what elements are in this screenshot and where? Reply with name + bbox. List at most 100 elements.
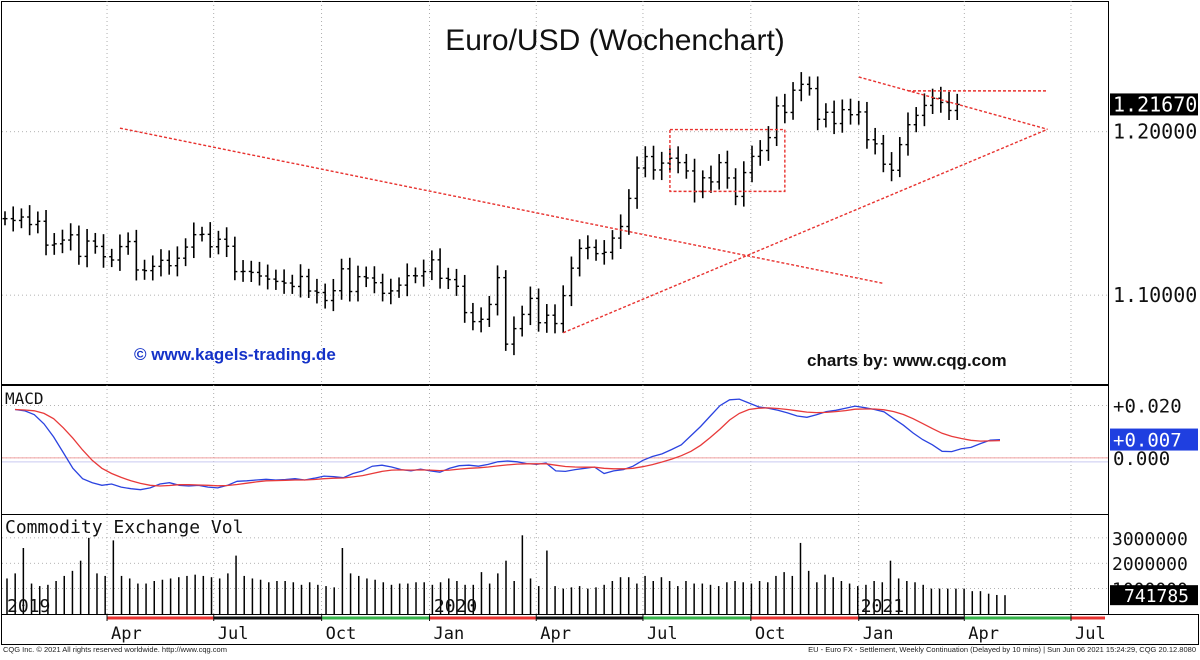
price-bar bbox=[339, 258, 345, 300]
volume-bars: 2019 2020 2021 bbox=[6, 535, 1006, 617]
price-bar bbox=[634, 156, 640, 209]
macd-title: MACD bbox=[5, 389, 44, 408]
price-bar bbox=[314, 278, 320, 304]
price-bar bbox=[601, 240, 607, 265]
price-bar bbox=[946, 91, 952, 121]
price-bar bbox=[716, 154, 722, 190]
panel-frames bbox=[1, 1, 1199, 645]
price-bar bbox=[905, 112, 911, 156]
month-label: Jan bbox=[863, 624, 894, 644]
price-bar bbox=[511, 316, 517, 356]
price-bar bbox=[749, 145, 755, 183]
price-bar bbox=[453, 268, 459, 296]
price-bar bbox=[306, 268, 312, 298]
volume-last-badge bbox=[1110, 585, 1198, 606]
price-bar bbox=[27, 205, 33, 236]
price-bar bbox=[199, 226, 205, 242]
year-label: 2019 bbox=[7, 596, 50, 617]
price-bar bbox=[248, 260, 254, 282]
macd-last-label: +0.007 bbox=[1113, 430, 1182, 452]
price-bar bbox=[256, 261, 262, 286]
price-bar bbox=[831, 100, 837, 135]
price-bar bbox=[470, 302, 476, 331]
price-bar bbox=[642, 146, 648, 178]
price-bar bbox=[117, 234, 123, 271]
price-bar bbox=[43, 210, 49, 256]
price-bar bbox=[700, 170, 706, 199]
price-bar bbox=[708, 165, 714, 193]
macd-line bbox=[14, 398, 1001, 491]
volume-axis: 300000020000001000000741785 bbox=[1110, 529, 1198, 607]
price-bar bbox=[560, 285, 566, 333]
price-bar bbox=[921, 93, 927, 127]
chart-title: Euro/USD (Wochenchart) bbox=[445, 24, 785, 57]
price-bar bbox=[536, 288, 542, 332]
last-price-label: 1.21670 bbox=[1113, 92, 1197, 116]
price-bar bbox=[478, 307, 484, 333]
price-tick-label: 1.10000 bbox=[1113, 283, 1197, 307]
price-bar bbox=[273, 269, 279, 290]
footer-left: CQG Inc. © 2021 All rights reserved worl… bbox=[3, 645, 227, 654]
price-bar bbox=[568, 256, 574, 307]
price-bar bbox=[683, 153, 689, 179]
price-bar bbox=[412, 267, 418, 284]
price-bar bbox=[880, 134, 886, 173]
price-bar bbox=[675, 146, 681, 174]
price-bar bbox=[618, 214, 624, 249]
price-bar bbox=[232, 236, 238, 281]
price-bar bbox=[823, 103, 829, 128]
price-bar bbox=[347, 257, 353, 302]
price-bar bbox=[692, 158, 698, 203]
price-bar bbox=[183, 238, 189, 267]
price-bar bbox=[298, 264, 304, 298]
price-bar bbox=[84, 228, 90, 268]
price-bar bbox=[18, 208, 24, 229]
price-bar bbox=[322, 283, 328, 309]
price-bar bbox=[109, 248, 115, 268]
macd-axis: +0.020 0.000+0.007 bbox=[1110, 396, 1198, 470]
price-bar bbox=[142, 259, 148, 280]
month-label: Jul bbox=[1075, 624, 1106, 644]
price-bar bbox=[388, 278, 394, 305]
macd-last-badge bbox=[1110, 428, 1198, 451]
price-bar bbox=[782, 93, 788, 124]
price-bar bbox=[765, 126, 771, 161]
month-label: Jul bbox=[647, 624, 678, 644]
price-bar bbox=[798, 72, 804, 102]
price-bar bbox=[150, 255, 156, 281]
watermark-left: © www.kagels-trading.de bbox=[134, 345, 336, 364]
price-bar bbox=[224, 227, 230, 258]
price-panel-frame bbox=[1, 1, 1109, 385]
price-bar bbox=[133, 229, 139, 281]
price-bar bbox=[527, 286, 533, 326]
price-bar bbox=[437, 248, 443, 289]
price-bar bbox=[544, 304, 550, 333]
macd-panel-frame bbox=[1, 385, 1109, 515]
price-bar bbox=[815, 76, 821, 131]
price-bar bbox=[864, 101, 870, 149]
price-bar bbox=[265, 264, 271, 290]
price-bar bbox=[872, 127, 878, 155]
price-bar bbox=[462, 274, 468, 323]
price-bar bbox=[839, 99, 845, 133]
time-axis-frame bbox=[1, 614, 1199, 645]
price-bar bbox=[101, 234, 107, 268]
price-bar bbox=[191, 222, 197, 259]
price-bar bbox=[577, 239, 583, 277]
price-bar bbox=[51, 233, 57, 255]
price-bar bbox=[552, 304, 558, 334]
price-bar bbox=[166, 250, 172, 275]
price-bar bbox=[626, 189, 632, 235]
price-bar bbox=[92, 232, 98, 254]
volume-title: Commodity Exchange Vol bbox=[5, 517, 243, 538]
price-bar bbox=[445, 267, 451, 290]
price-bar bbox=[355, 265, 361, 302]
price-bar bbox=[2, 211, 8, 226]
price-bar bbox=[806, 76, 812, 96]
month-label: Apr bbox=[111, 624, 142, 644]
price-bar bbox=[495, 265, 501, 316]
watermark-right: charts by: www.cqg.com bbox=[807, 351, 1007, 370]
volume-tick-label: 2000000 bbox=[1112, 554, 1188, 575]
price-bar bbox=[774, 96, 780, 147]
price-bar bbox=[954, 93, 960, 121]
